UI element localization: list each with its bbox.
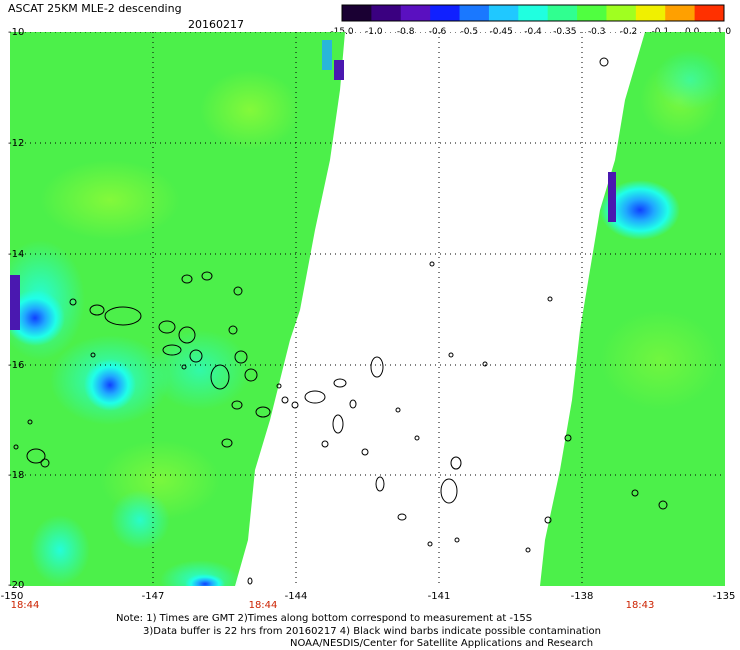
colorbar-cell bbox=[606, 5, 637, 21]
colorbar-cell bbox=[342, 5, 372, 21]
time-label: 18:44 bbox=[10, 600, 40, 611]
lat-label: -20 bbox=[8, 580, 25, 591]
lat-label: -14 bbox=[8, 249, 25, 260]
colorbar-cell bbox=[371, 5, 402, 21]
lon-label: -135 bbox=[712, 591, 736, 602]
time-label: 18:43 bbox=[625, 600, 655, 611]
lon-label: -138 bbox=[570, 591, 594, 602]
colorbar-cell bbox=[694, 5, 725, 21]
colorbar-cell bbox=[430, 5, 461, 21]
lat-label: -10 bbox=[8, 27, 25, 38]
colorbar-label: -0.2 bbox=[619, 27, 638, 37]
colorbar-label: -1.0 bbox=[365, 27, 383, 37]
colorbar-cell bbox=[635, 5, 666, 21]
lat-label: -18 bbox=[8, 470, 25, 481]
colorbar-label: -0.35 bbox=[553, 27, 577, 37]
time-label: 18:44 bbox=[248, 600, 278, 611]
lon-label: -150 bbox=[0, 591, 24, 602]
colorbar-cell bbox=[488, 5, 519, 21]
colorbar-label: -0.4 bbox=[524, 27, 542, 37]
note-line-3: NOAA/NESDIS/Center for Satellite Applica… bbox=[290, 638, 594, 649]
colorbar-cell bbox=[547, 5, 578, 21]
colorbar-cell bbox=[577, 5, 607, 21]
swath-right bbox=[540, 32, 725, 586]
colorbar-cell bbox=[665, 5, 696, 21]
lon-label: -147 bbox=[141, 591, 165, 602]
colorbar-label: -0.3 bbox=[587, 27, 606, 37]
lon-label: -144 bbox=[284, 591, 308, 602]
colorbar bbox=[341, 4, 725, 22]
colorbar-cell bbox=[518, 5, 549, 21]
plot-date: 20160217 bbox=[188, 18, 244, 31]
plot-title: ASCAT 25KM MLE-2 descending bbox=[8, 2, 182, 15]
note-line-1: Note: 1) Times are GMT 2)Times along bot… bbox=[116, 613, 533, 624]
lat-label: -12 bbox=[8, 138, 25, 149]
note-line-2: 3)Data buffer is 22 hrs from 20160217 4)… bbox=[143, 626, 601, 637]
lat-label: -16 bbox=[8, 360, 25, 371]
colorbar-label: -0.45 bbox=[489, 27, 513, 37]
colorbar-label: -0.6 bbox=[428, 27, 447, 37]
lon-label: -141 bbox=[427, 591, 451, 602]
colorbar-cell bbox=[459, 5, 490, 21]
colorbar-label: -0.5 bbox=[460, 27, 479, 37]
colorbar-cell bbox=[400, 5, 431, 21]
